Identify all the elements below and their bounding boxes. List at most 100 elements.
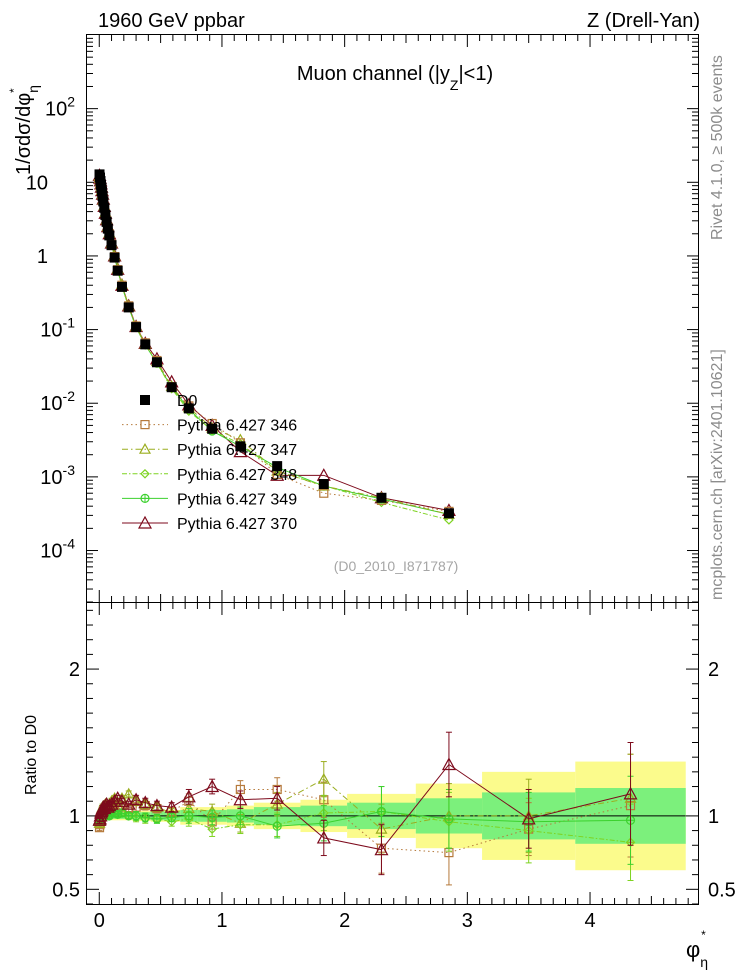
mcplots-label-text: mcplots.cern.ch [arXiv:2401.10621]	[709, 349, 726, 600]
ratio-point-p349	[376, 806, 387, 817]
y-tick-label-base: 10	[45, 99, 67, 121]
svg-text:1/σdσ/dφη*: 1/σdσ/dφη *	[7, 85, 41, 175]
point-data	[207, 423, 218, 434]
point-data	[102, 223, 113, 234]
ratio-point-p370	[121, 796, 136, 810]
legend-label: D0	[177, 393, 198, 410]
ratio-point-p370	[374, 842, 389, 856]
y-tick-label: 10-4	[40, 536, 75, 563]
legend-item-p348: Pythia 6.427 348	[122, 467, 297, 484]
x-axis-label-sub: η	[700, 954, 708, 970]
ratio-point-p370	[181, 789, 196, 803]
ratio-y-tick-label-left: 1	[69, 806, 80, 828]
ratio-point-p349	[207, 812, 217, 822]
ratio-point-p370	[205, 779, 220, 793]
ratio-point-p349	[444, 814, 454, 824]
y-tick-label-exp: 2	[67, 94, 75, 110]
ratio-point-p349	[184, 811, 194, 821]
legend-marker	[138, 442, 152, 454]
point-p346	[319, 488, 329, 498]
y-tick-label: 102	[45, 94, 75, 121]
main-series	[92, 168, 456, 525]
y-tick-label: 10-2	[40, 388, 75, 415]
main-y-label: 1/σdσ/dφη *	[7, 85, 41, 175]
ratio-panel: 0.5 0.5 1 1 2 2 0 1 2 3 4 Ratio to D0 φη *	[23, 602, 736, 970]
x-axis-label-text: φ	[686, 937, 700, 962]
y-tick-label: 1	[37, 246, 48, 268]
ratio-y-tick-label-left: 0.5	[52, 879, 80, 901]
y-tick-label: 10-3	[40, 462, 75, 489]
rivet-label-text: Rivet 4.1.0, ≥ 500k events	[709, 55, 726, 240]
point-data	[376, 492, 387, 503]
ratio-point-p370	[270, 791, 285, 804]
ratio-point-p349	[272, 821, 282, 831]
point-data	[131, 322, 142, 333]
point-data	[151, 357, 162, 368]
point-data	[97, 191, 108, 202]
ratio-point-p370	[138, 795, 153, 809]
legend-item-data: D0	[140, 393, 198, 410]
legend-marker	[140, 493, 150, 503]
point-data	[104, 230, 115, 241]
legend-label: Pythia 6.427 347	[177, 442, 297, 459]
y-tick-label-exp: -3	[63, 462, 76, 478]
legend-label: Pythia 6.427 349	[177, 491, 297, 508]
x-axis-label: φη *	[686, 928, 708, 970]
header-left: 1960 GeV ppbar	[98, 10, 245, 32]
ratio-point-p370	[233, 792, 248, 806]
y-tick-label-base: 10	[26, 172, 48, 194]
y-tick-label-base: 10	[40, 320, 62, 342]
point-data	[101, 216, 112, 227]
legend-marker	[140, 395, 150, 405]
legend-item-p370: Pythia 6.427 370	[122, 515, 297, 533]
legend-item-p347: Pythia 6.427 347	[122, 442, 297, 459]
legend-item-p346: Pythia 6.427 346	[122, 418, 297, 435]
ratio-y-tick-label-right: 0.5	[708, 879, 736, 901]
y-tick-label-exp: -4	[63, 536, 76, 552]
main-title-part2: |<1)	[458, 63, 493, 85]
legend-item-p349: Pythia 6.427 349	[122, 491, 297, 508]
point-data	[443, 508, 454, 519]
x-tick-label: 4	[584, 910, 595, 932]
x-tick-label: 2	[339, 910, 350, 932]
ratio-series-p370	[92, 731, 638, 876]
y-tick-label-exp: -1	[63, 315, 76, 331]
y-tick-label-base: 1	[37, 246, 48, 268]
ratio-point-p370	[114, 793, 129, 807]
point-data	[318, 479, 329, 490]
x-axis-label-sup: *	[701, 928, 706, 942]
ratio-point-p370	[164, 799, 179, 813]
legend: D0 Pythia 6.427 346 Pythia 6.427 347 Pythia…	[122, 393, 297, 533]
point-data	[235, 441, 246, 452]
point-data	[140, 339, 151, 350]
ratio-point-p370	[129, 792, 144, 806]
point-data	[99, 202, 110, 213]
main-y-label-sub: η	[25, 85, 41, 93]
point-data	[100, 209, 111, 220]
ratio-point-p347	[317, 772, 330, 784]
point-data	[272, 461, 283, 472]
mcplots-label: mcplots.cern.ch [arXiv:2401.10621]	[709, 349, 726, 600]
ratio-y-label: Ratio to D0	[23, 715, 40, 795]
point-data	[166, 382, 177, 393]
main-y-label-text: 1/σdσ/dφ	[13, 93, 35, 175]
legend-label: Pythia 6.427 346	[177, 418, 297, 435]
main-title-sub: Z	[450, 77, 459, 93]
ratio-series	[92, 731, 638, 886]
ratio-point-p348	[207, 824, 217, 834]
point-data	[123, 302, 134, 313]
y-tick-label-base: 10	[40, 541, 62, 563]
ratio-point-p370	[149, 798, 164, 812]
point-data	[98, 196, 109, 207]
x-tick-label: 1	[216, 910, 227, 932]
y-tick-label: 10-1	[40, 315, 75, 342]
series-line-p370	[99, 175, 450, 511]
ratio-y-tick-label-right: 2	[708, 659, 719, 681]
y-tick-label-base: 10	[40, 393, 62, 415]
y-tick-label: 10	[26, 172, 48, 194]
y-tick-label-exp: -2	[63, 388, 76, 404]
x-tick-label: 3	[462, 910, 473, 932]
ratio-point-p370	[521, 811, 536, 825]
